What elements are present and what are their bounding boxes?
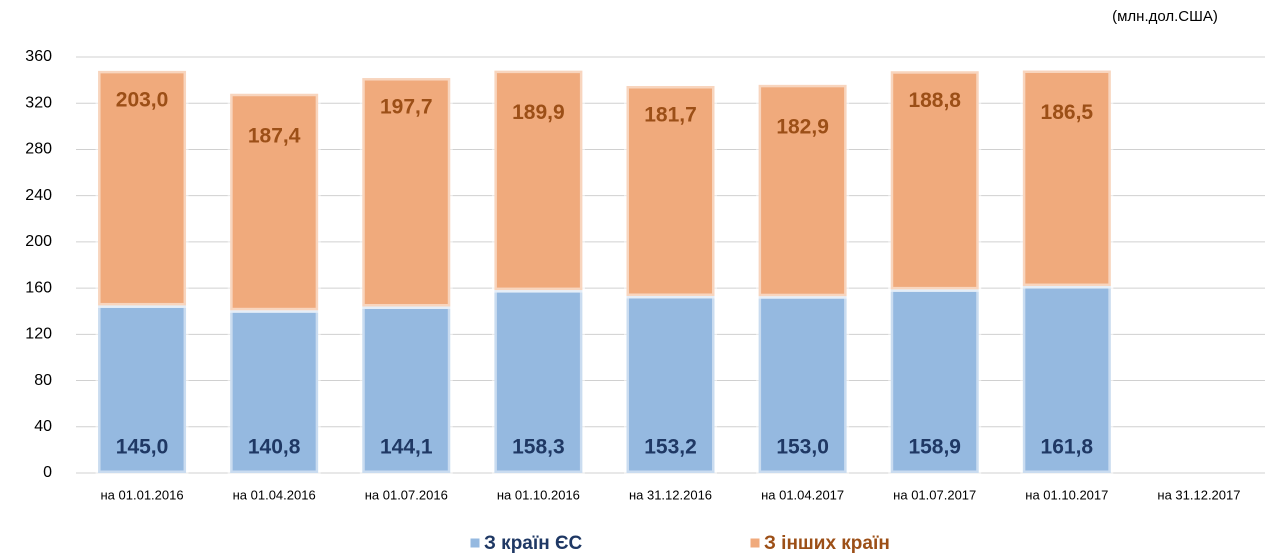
data-label: 187,4 (248, 124, 301, 147)
x-tick-label: на 01.04.2017 (761, 487, 844, 502)
legend-label: З інших країн (764, 533, 890, 554)
data-label: 189,9 (512, 101, 565, 124)
bar-segment (624, 83, 717, 299)
bar-segment (624, 293, 717, 476)
legend-swatch (469, 537, 481, 549)
bar-segment (888, 68, 982, 292)
data-label: 144,1 (380, 436, 433, 459)
bar-segment (756, 82, 850, 299)
x-tick-label: на 01.07.2016 (365, 487, 448, 502)
y-tick-label: 120 (25, 326, 52, 343)
bar-segment (491, 287, 585, 476)
data-label: 158,3 (512, 436, 565, 459)
unit-label: (млн.дол.США) (1112, 8, 1218, 25)
data-label: 181,7 (644, 104, 697, 127)
x-tick-label: на 01.01.2016 (101, 487, 184, 502)
y-tick-label: 280 (25, 141, 52, 158)
x-tick-label: на 31.12.2016 (629, 487, 712, 502)
data-label: 203,0 (116, 88, 169, 111)
y-tick-label: 320 (25, 94, 52, 111)
data-label: 153,2 (644, 436, 697, 459)
bar-segment (888, 286, 982, 476)
data-label: 153,0 (776, 436, 829, 459)
data-label: 161,8 (1041, 436, 1094, 459)
bar-segment (227, 91, 321, 313)
data-label: 182,9 (776, 115, 829, 138)
bar-segment (1020, 283, 1114, 476)
data-label: 188,8 (908, 89, 961, 112)
bar-segment (359, 303, 453, 476)
legend-swatch (749, 537, 761, 549)
data-label: 158,9 (908, 436, 961, 459)
y-tick-label: 240 (25, 187, 52, 204)
x-tick-label: на 01.10.2017 (1025, 487, 1108, 502)
bar-segment (1020, 68, 1114, 289)
x-tick-label: на 01.07.2017 (893, 487, 976, 502)
y-tick-label: 80 (34, 372, 52, 389)
y-tick-label: 200 (25, 233, 52, 250)
x-tick-label: на 01.04.2016 (233, 487, 316, 502)
bar-segment (359, 75, 453, 309)
bar-segment (491, 68, 585, 293)
bar-segment (756, 293, 850, 476)
x-tick-label: на 31.12.2017 (1157, 487, 1240, 502)
y-tick-label: 360 (25, 48, 52, 65)
legend-label: З країн ЄС (484, 533, 582, 554)
y-tick-label: 160 (25, 279, 52, 296)
bar-segment (95, 68, 189, 308)
data-label: 186,5 (1041, 101, 1094, 124)
x-tick-label: на 01.10.2016 (497, 487, 580, 502)
y-tick-label: 0 (43, 464, 52, 481)
data-label: 145,0 (116, 436, 169, 459)
y-tick-label: 40 (34, 418, 52, 435)
data-label: 140,8 (248, 436, 301, 459)
data-label: 197,7 (380, 96, 433, 119)
